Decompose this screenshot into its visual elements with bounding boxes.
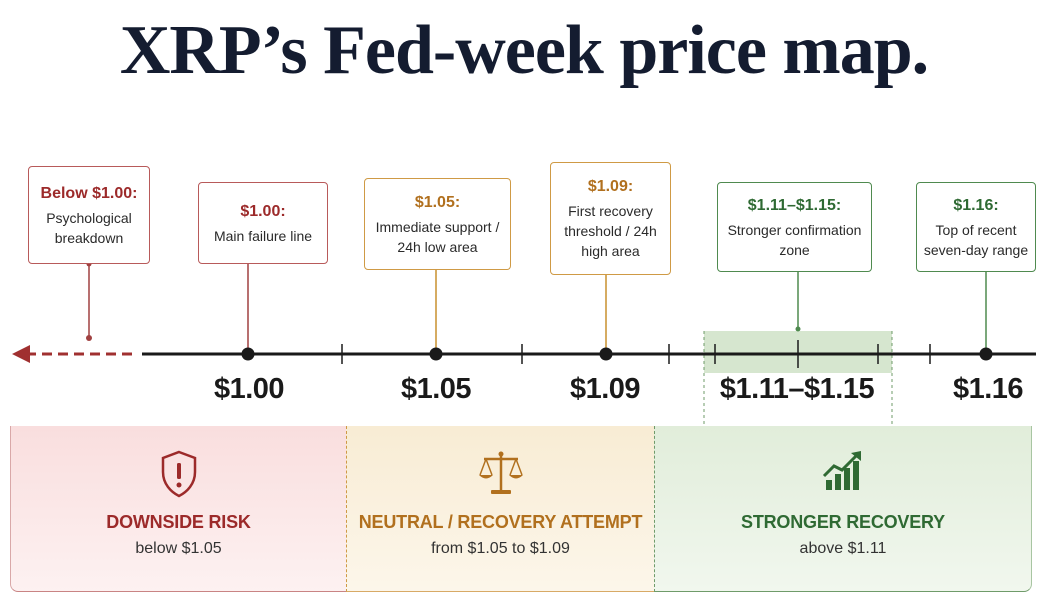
price-label-116: $1.16 xyxy=(952,373,1024,405)
callout-description: Immediate support / 24h low area xyxy=(375,218,500,255)
zone-description: above $1.11 xyxy=(799,540,887,557)
callout-heading: Below $1.00: xyxy=(40,184,138,202)
zone-heading: DOWNSIDE RISK xyxy=(106,512,251,532)
callout-description: Stronger confirmation zone xyxy=(727,221,862,258)
price-label-100: $1.00 xyxy=(213,373,285,405)
zone-neutral-recovery: NEUTRAL / RECOVERY ATTEMPT from $1.05 to… xyxy=(346,426,654,592)
callout-description: First recovery threshold / 24h high area xyxy=(564,203,657,259)
downside-arrow-head xyxy=(12,345,30,363)
zone-heading: NEUTRAL / RECOVERY ATTEMPT xyxy=(358,512,643,532)
node-p105 xyxy=(429,347,443,361)
callout-description: Psychological breakdown xyxy=(46,209,132,246)
callout-116: $1.16: Top of recent seven-day range xyxy=(916,182,1036,272)
node-p100 xyxy=(241,347,255,361)
callout-111-115: $1.11–$1.15: Stronger confirmation zone xyxy=(717,182,872,272)
rising-chart-icon xyxy=(822,451,861,490)
node-p109 xyxy=(599,347,613,361)
axis-minor-ticks xyxy=(341,344,931,364)
callout-109: $1.09: First recovery threshold / 24h hi… xyxy=(550,162,671,275)
callout-heading: $1.00: xyxy=(240,202,286,220)
zone-stronger-recovery: STRONGER RECOVERY above $1.11 xyxy=(654,426,1032,592)
callout-105: $1.05: Immediate support / 24h low area xyxy=(364,178,511,270)
node-p116 xyxy=(979,347,993,361)
connector-below-dot xyxy=(86,335,92,341)
zone-downside-risk: DOWNSIDE RISK below $1.05 xyxy=(10,426,346,592)
zone-heading: STRONGER RECOVERY xyxy=(741,512,945,532)
callout-heading: $1.11–$1.15: xyxy=(747,196,842,214)
callout-heading: $1.16: xyxy=(953,196,999,214)
zone-description: from $1.05 to $1.09 xyxy=(431,540,570,557)
shield-alert-icon xyxy=(161,450,196,498)
price-label-111-115: $1.11–$1.15 xyxy=(719,373,875,405)
page-title: XRP’s Fed-week price map. xyxy=(119,12,929,89)
price-label-109: $1.09 xyxy=(569,373,641,405)
callout-heading: $1.05: xyxy=(414,193,461,211)
callout-heading: $1.09: xyxy=(587,178,634,195)
callout-description: Top of recent seven-day range xyxy=(923,221,1029,258)
callout-100: $1.00: Main failure line xyxy=(198,182,328,264)
zone-description: below $1.05 xyxy=(135,540,222,557)
callout-below-100: Below $1.00: Psychological breakdown xyxy=(28,166,150,264)
price-label-105: $1.05 xyxy=(400,373,472,405)
scales-icon xyxy=(478,451,523,494)
callout-description: Main failure line xyxy=(213,227,313,244)
